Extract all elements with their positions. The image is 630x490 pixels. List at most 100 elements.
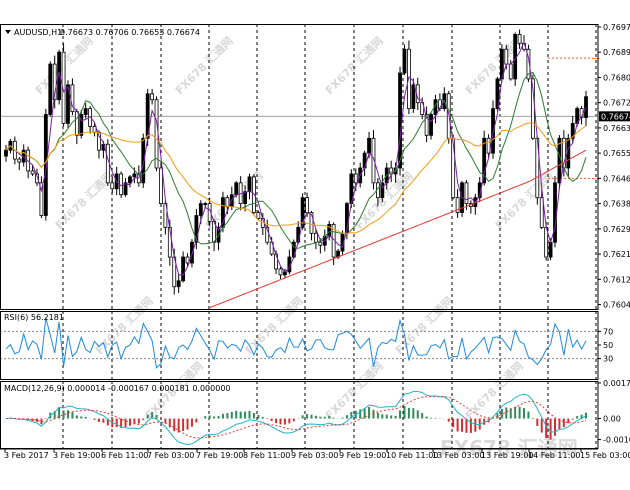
level-arrow: → xyxy=(593,174,600,183)
y-tick-label: 0.76295 xyxy=(603,225,630,234)
candle-body xyxy=(66,84,70,124)
candle-body xyxy=(132,173,137,178)
candle-body xyxy=(30,170,35,175)
candle-body xyxy=(225,197,230,207)
current-price-label: 0.76674 xyxy=(601,112,630,121)
candle-body xyxy=(163,203,168,228)
candle-body xyxy=(402,48,407,74)
candle-body xyxy=(420,102,425,115)
x-tick-label: 15 Feb 03:00 xyxy=(580,451,630,460)
candle-body xyxy=(4,149,8,157)
y-tick-label: 0.76975 xyxy=(603,23,630,32)
candle-body xyxy=(353,173,358,184)
candle-body xyxy=(52,63,57,101)
rsi-title: RSI(6) 56.2181 xyxy=(4,313,64,322)
candle-body xyxy=(154,99,159,169)
x-tick-label: 7 Feb 19:00 xyxy=(196,451,243,460)
candle-body xyxy=(181,256,185,282)
candle-body xyxy=(455,197,460,213)
x-tick-label: 13 Feb 03:00 xyxy=(432,451,484,460)
macd-line xyxy=(5,391,587,446)
price-pane: →→ xyxy=(0,29,600,308)
rsi-y-label: 70 xyxy=(603,327,613,336)
candle-body xyxy=(464,182,469,205)
rsi-pane xyxy=(0,317,598,369)
candle-body xyxy=(327,223,332,237)
candle-body xyxy=(491,108,495,154)
candle-body xyxy=(48,63,53,115)
x-tick-label: 3 Feb 19:00 xyxy=(53,451,100,460)
macd-y-label: -0.001035 xyxy=(603,436,630,445)
candle-body xyxy=(150,93,155,101)
candle-body xyxy=(79,114,84,136)
candle-body xyxy=(243,191,247,205)
candle-body xyxy=(141,137,146,184)
candle-body xyxy=(234,182,239,196)
candle-body xyxy=(508,63,513,80)
candle-body xyxy=(128,176,132,184)
candle-body xyxy=(584,96,588,118)
candle-body xyxy=(97,131,101,151)
rsi-y-label: 30 xyxy=(603,355,613,364)
candle-body xyxy=(256,212,261,219)
x-tick-label: 9 Feb 03:00 xyxy=(291,451,338,460)
candle-body xyxy=(482,137,487,184)
x-tick-label: 9 Feb 19:00 xyxy=(339,451,386,460)
grid-layer xyxy=(62,24,597,448)
macd-pane xyxy=(5,391,587,446)
candle-body xyxy=(526,48,531,80)
candle-body xyxy=(278,268,283,276)
candle-body xyxy=(247,176,252,193)
y-tick-label: 0.76125 xyxy=(603,275,630,284)
candle-body xyxy=(380,182,385,199)
macd-y-label: 0.001754 xyxy=(603,379,630,388)
ma-long-line xyxy=(209,149,587,308)
candle-body xyxy=(398,72,402,169)
candle-body xyxy=(74,111,79,136)
candle-body xyxy=(314,232,318,243)
x-tick-label: 13 Feb 19:00 xyxy=(481,451,533,460)
candle-body xyxy=(411,84,416,110)
macd-y-label: 0.00 xyxy=(603,415,621,424)
candle-body xyxy=(61,51,66,124)
candle-body xyxy=(318,241,323,246)
candle-body xyxy=(176,280,181,288)
rsi-line xyxy=(5,317,587,369)
level-arrow: → xyxy=(593,54,600,63)
candle-body xyxy=(123,182,128,196)
candle-body xyxy=(389,167,394,175)
candle-body xyxy=(553,182,557,243)
candle-body xyxy=(39,182,44,216)
candle-body xyxy=(371,137,376,184)
candle-body xyxy=(198,203,203,216)
candle-body xyxy=(159,167,163,205)
y-tick-label: 0.76805 xyxy=(603,73,630,82)
macd-title: MACD(12,26,9) 0.000014 -0.000167 0.00018… xyxy=(4,384,231,393)
candle-body xyxy=(309,212,314,234)
candle-body xyxy=(424,114,429,136)
x-tick-label: 14 Feb 11:00 xyxy=(528,451,580,460)
candle-body xyxy=(495,78,500,110)
candle-body xyxy=(57,51,62,101)
ohlc-readout: 0.76673 0.76706 0.76653 0.76674 xyxy=(60,28,200,37)
x-tick-label: 7 Feb 03:00 xyxy=(147,451,194,460)
x-tick-label: 3 Feb 2017 xyxy=(4,451,49,460)
macd-signal-line xyxy=(5,395,587,439)
candle-body xyxy=(570,123,575,139)
candle-body xyxy=(305,197,309,213)
candle-body xyxy=(185,256,190,264)
ma-slow-line xyxy=(5,122,587,234)
candle-body xyxy=(429,114,433,136)
candle-body xyxy=(35,173,39,184)
candle-body xyxy=(194,215,199,243)
candle-body xyxy=(203,203,208,206)
candle-body xyxy=(300,197,305,228)
candle-body xyxy=(504,48,509,65)
x-tick-label: 8 Feb 11:00 xyxy=(243,451,290,460)
